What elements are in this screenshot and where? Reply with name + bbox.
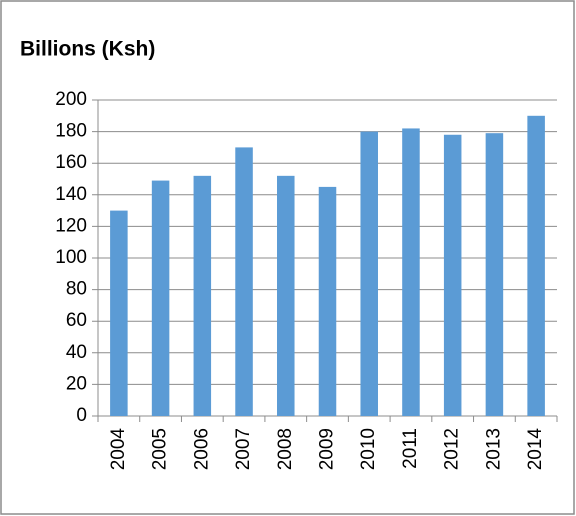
y-tick-label: 20 — [66, 373, 87, 394]
bar — [151, 180, 170, 416]
x-tick-label: 2005 — [150, 428, 171, 470]
bar — [527, 115, 545, 417]
bar — [360, 131, 378, 416]
bar — [485, 133, 504, 416]
x-tick-label: 2014 — [525, 428, 546, 471]
bar — [443, 134, 462, 416]
x-tick-label: 2007 — [233, 428, 254, 470]
bar — [318, 186, 337, 416]
y-tick-label: 200 — [55, 89, 87, 110]
x-tick-label: 2012 — [442, 428, 463, 470]
x-tick-label: 2010 — [358, 428, 379, 470]
y-tick-label: 60 — [66, 310, 87, 331]
chart-title: Billions (Ksh) — [20, 38, 155, 61]
y-tick-label: 120 — [55, 215, 87, 236]
y-tick-label: 40 — [66, 342, 87, 363]
bar — [402, 128, 420, 416]
y-tick-label: 0 — [76, 405, 87, 426]
x-tick-label: 2013 — [483, 428, 504, 470]
bar — [235, 147, 253, 416]
y-tick-label: 80 — [66, 279, 87, 300]
y-tick-label: 160 — [55, 152, 87, 173]
bar — [110, 210, 128, 416]
bar — [277, 175, 295, 416]
x-tick-label: 2004 — [108, 428, 129, 471]
y-tick-label: 180 — [55, 121, 87, 142]
x-tick-label: 2008 — [275, 428, 296, 470]
x-tick-label: 2009 — [317, 428, 338, 470]
bar — [193, 175, 212, 416]
x-tick-label: 2006 — [191, 428, 212, 470]
y-tick-label: 140 — [55, 184, 87, 205]
x-tick-label: 2011 — [400, 428, 421, 469]
y-tick-label: 100 — [55, 247, 87, 268]
